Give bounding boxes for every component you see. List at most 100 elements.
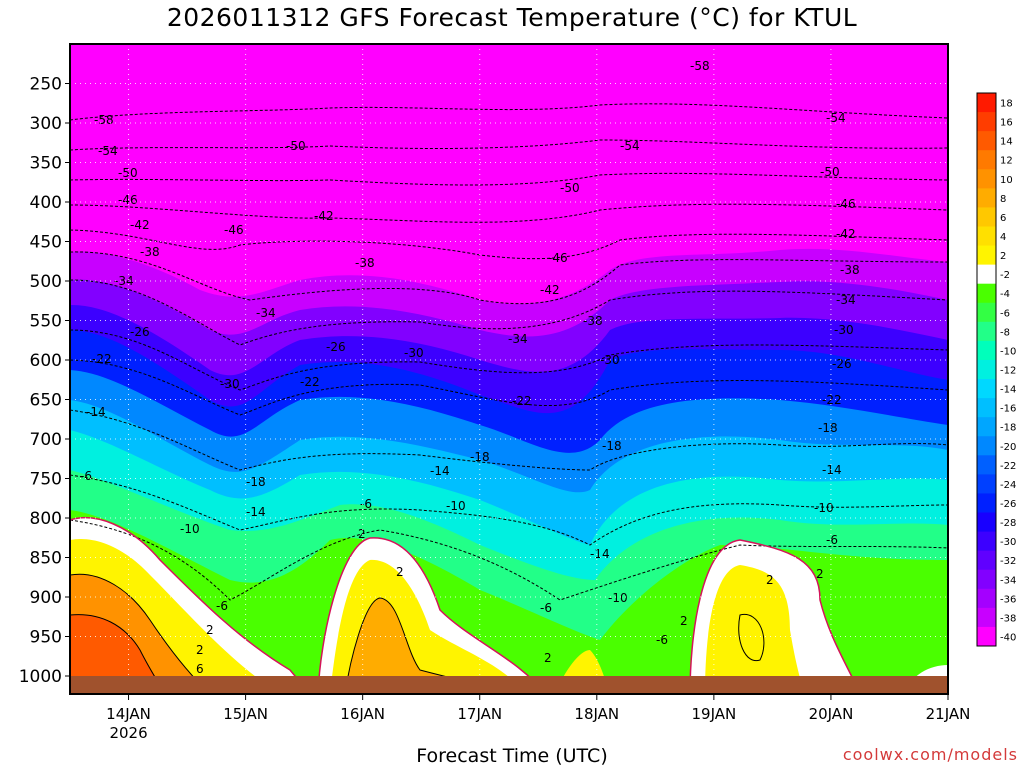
y-tick-label: 800 <box>30 509 62 529</box>
colorbar-swatch <box>977 436 996 456</box>
contour-label: -46 <box>224 223 244 237</box>
colorbar-label: -28 <box>1000 518 1016 529</box>
contour-line <box>69 329 949 391</box>
grid-lines <box>70 44 948 676</box>
colorbar-label: -20 <box>1000 442 1016 453</box>
colorbar-swatch <box>977 512 996 533</box>
colorbar-swatch <box>977 474 996 494</box>
x-tick-sublabel: 2026 <box>109 724 147 742</box>
contour-label: -42 <box>540 283 560 297</box>
colorbar-swatch <box>977 588 996 609</box>
freezing-contours <box>69 516 861 695</box>
x-tick-label: 14JAN <box>106 705 151 723</box>
chart-title: 2026011312 GFS Forecast Temperature (°C)… <box>166 3 858 32</box>
x-tick-label: 19JAN <box>691 705 736 723</box>
y-tick-label: 950 <box>30 628 62 648</box>
contour-label: -14 <box>86 405 106 419</box>
contour-label: -6 <box>80 469 92 483</box>
freezing-line <box>689 539 861 695</box>
contour-label: -26 <box>326 340 346 354</box>
contour-label: -18 <box>602 439 622 453</box>
contour-label: -22 <box>512 394 532 408</box>
contour-label: -50 <box>286 139 306 153</box>
contour-line <box>69 139 949 151</box>
contour-line <box>69 359 949 416</box>
y-tick-label: 750 <box>30 470 62 490</box>
colorbar-swatch <box>977 264 996 285</box>
colorbar-swatch <box>977 93 996 113</box>
y-tick-label: 400 <box>30 193 62 213</box>
colorbar-swatch <box>977 226 996 247</box>
contour-labels: -58 -58 -54 -54 -54 -50 -50 -50 -50 -46 … <box>80 59 860 676</box>
colorbar-label: 10 <box>1000 175 1013 186</box>
contour-line <box>69 474 949 546</box>
contour-label: -30 <box>600 353 620 367</box>
y-tick-label: 300 <box>30 114 62 134</box>
colorbar-label: -10 <box>1000 346 1016 357</box>
colorbar-label: -30 <box>1000 537 1016 548</box>
contour-label: -58 <box>94 113 114 127</box>
contour-label: -30 <box>834 323 854 337</box>
contour-line <box>69 279 949 346</box>
contour-label: 2 <box>206 623 214 637</box>
credit-text: coolwx.com/models <box>842 745 1018 764</box>
contour-label: -18 <box>470 450 490 464</box>
negative-contours <box>69 103 949 601</box>
contour-label: -38 <box>355 256 375 270</box>
x-axis: 14JAN 15JAN 16JAN 17JAN 18JAN 19JAN 20JAN 21JAN… <box>106 694 970 742</box>
contour-label: 6 <box>196 662 204 676</box>
colorbar-label: -24 <box>1000 480 1016 491</box>
contour-label: -42 <box>836 227 856 241</box>
plot-area: -58 -58 -54 -54 -54 -50 -50 -50 -50 -46 … <box>69 43 949 695</box>
colorbar-swatch <box>977 188 996 208</box>
x-axis-label: Forecast Time (UTC) <box>416 745 608 767</box>
x-tick-label: 21JAN <box>926 705 971 723</box>
contour-line <box>738 614 765 662</box>
contour-label: -6 <box>826 533 838 547</box>
contour-label: 2 <box>196 643 204 657</box>
contour-label: -6 <box>656 633 668 647</box>
contour-line <box>69 573 211 695</box>
contour-label: -18 <box>818 421 838 435</box>
contour-label: -14 <box>246 505 266 519</box>
y-tick-label: 600 <box>30 351 62 371</box>
contour-label: -10 <box>446 499 466 513</box>
colorbar-label: 12 <box>1000 156 1013 167</box>
contour-line <box>69 172 949 186</box>
y-tick-label: 500 <box>30 272 62 292</box>
colorbar-label: -8 <box>1000 327 1010 338</box>
colorbar-swatch <box>977 169 996 189</box>
colorbar: 18 16 14 12 10 8 6 4 2 -2 -4 -6 -8 -10 -12 -14 -16 -18 -20… <box>976 92 1016 647</box>
contour-label: -14 <box>822 463 842 477</box>
colorbar-swatch <box>977 359 996 380</box>
colorbar-label: 4 <box>1000 232 1006 243</box>
colorbar-label: -34 <box>1000 575 1016 586</box>
contour-label: -14 <box>430 464 450 478</box>
colorbar-swatch <box>977 302 996 323</box>
colorbar-swatch <box>977 131 996 151</box>
band-red-left <box>70 614 165 694</box>
contour-label: -34 <box>256 306 276 320</box>
contour-label: -38 <box>140 245 160 259</box>
colorbar-swatch <box>977 550 996 571</box>
colorbar-label: -40 <box>1000 632 1016 643</box>
contour-label: -10 <box>814 501 834 515</box>
colorbar-label: -6 <box>1000 308 1010 319</box>
colorbar-swatch <box>977 607 996 628</box>
colorbar-label: -22 <box>1000 461 1016 472</box>
contour-label: -34 <box>508 332 528 346</box>
colorbar-swatch <box>977 398 996 418</box>
colorbar-swatch <box>977 626 996 647</box>
contour-label: 2 <box>544 651 552 665</box>
colorbar-swatch <box>977 245 996 266</box>
contour-label: -10 <box>180 522 200 536</box>
y-tick-label: 700 <box>30 430 62 450</box>
y-axis: 250 300 350 400 450 500 550 600 650 700 750 800 850 9… <box>19 75 70 687</box>
colorbar-label: -4 <box>1000 289 1010 300</box>
colorbar-swatch <box>977 150 996 170</box>
contour-label: -6 <box>216 599 228 613</box>
colorbar-label: -32 <box>1000 556 1016 567</box>
contour-line <box>69 519 949 601</box>
contour-line <box>69 203 949 223</box>
freezing-line <box>317 537 546 695</box>
